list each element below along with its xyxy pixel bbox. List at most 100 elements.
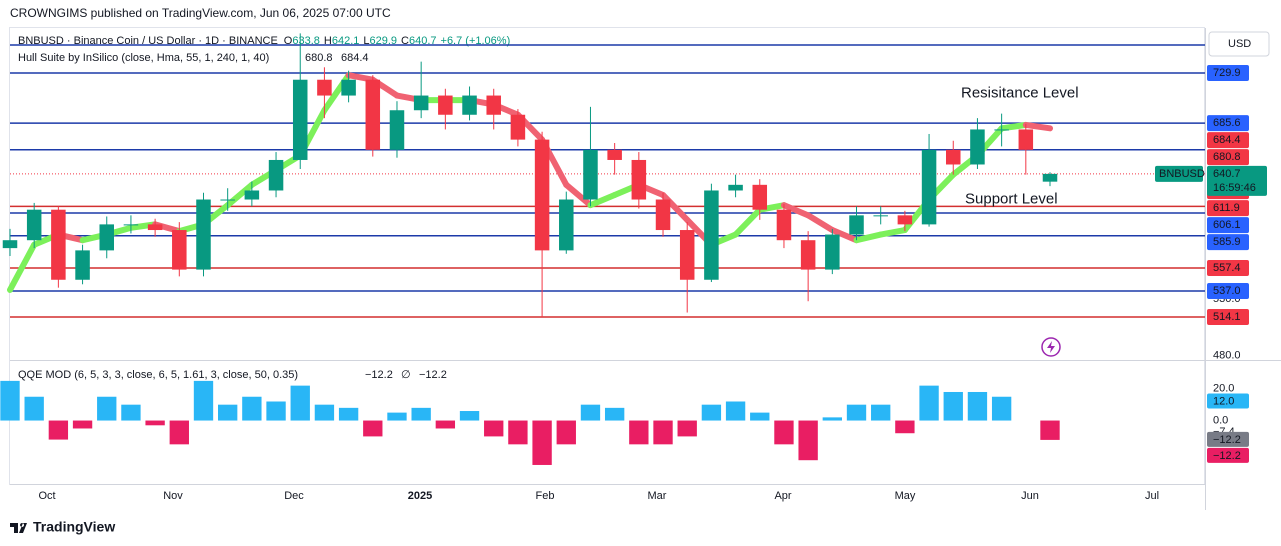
candle-body [873, 215, 888, 217]
currency-button[interactable] [1208, 31, 1270, 57]
price-tag [1207, 132, 1249, 149]
x-axis-label: Apr [774, 490, 791, 502]
last-price-name: BNBUSD [1159, 168, 1205, 180]
price-tag-label: 684.4 [1213, 134, 1241, 146]
qqe-legend-value: −12.2 [419, 369, 447, 381]
hull-segment [877, 227, 908, 238]
flash-icon[interactable] [1041, 337, 1061, 357]
qqe-tag [1207, 431, 1249, 447]
qqe-bar [774, 420, 794, 445]
price-tag-label: 680.8 [1213, 151, 1241, 163]
candle-body [752, 184, 768, 210]
candle-body [244, 190, 260, 200]
ohlc-value: 633.8 [292, 35, 320, 47]
candle-body [704, 190, 719, 280]
candle-body [438, 95, 453, 115]
price-tag-label: 557.4 [1213, 262, 1241, 274]
annotation: Resisitance Level [961, 84, 1079, 101]
qqe-bar [508, 420, 528, 445]
candle-body [486, 95, 501, 115]
candle-body [679, 230, 695, 280]
qqe-bar [242, 396, 262, 421]
ohlc-label: H [324, 35, 332, 47]
qqe-bar [363, 420, 383, 437]
hull-value: 680.8 [305, 52, 333, 64]
price-tag [1207, 308, 1249, 325]
qqe-bar [48, 420, 69, 440]
hull-legend: Hull Suite by InSilico (close, Hma, 55, … [18, 52, 269, 64]
x-axis-label: Jul [1145, 490, 1159, 502]
qqe-bar [290, 385, 310, 421]
qqe-bar [895, 420, 915, 434]
ohlc-label: O [284, 35, 293, 47]
candle-body [534, 139, 550, 251]
price-tag-label: 729.9 [1213, 67, 1241, 79]
candle-body [341, 79, 356, 96]
x-axis-label: Jun [1021, 490, 1039, 502]
candle-body [26, 209, 42, 241]
candle-body [607, 149, 622, 160]
price-tag-label: 514.1 [1213, 311, 1241, 323]
symbol: BNBUSD · Binance Coin / US Dollar · 1D ·… [18, 35, 278, 47]
ohlc-value: 640.7 [409, 35, 437, 47]
price-tag-label: 685.6 [1213, 117, 1241, 129]
x-axis-label: Feb [536, 490, 555, 502]
hull-segment [345, 72, 376, 83]
hull-segment [805, 212, 836, 234]
qqe-bar [169, 420, 189, 445]
hull-segment [563, 181, 594, 209]
ohlc-label: C [401, 35, 409, 47]
candle-body [970, 129, 985, 165]
qqe-bar [387, 412, 407, 421]
hull-segment [224, 181, 255, 209]
price-tag [1207, 200, 1249, 217]
price-tag-label: 606.1 [1213, 219, 1241, 231]
qqe-legend: QQE MOD (6, 5, 3, 3, close, 6, 5, 1.61, … [18, 369, 298, 381]
candle-body [292, 79, 308, 160]
hull-segment [660, 192, 691, 223]
qqe-bar [145, 420, 165, 426]
qqe-legend-value: ∅ [401, 369, 411, 381]
candle-body [462, 95, 477, 115]
qqe-bar [193, 380, 214, 421]
qqe-tick-label: 20.0 [1213, 383, 1234, 395]
candle-body [413, 95, 429, 111]
candle-body [946, 149, 961, 165]
price-tag [1207, 234, 1249, 251]
x-axis-label: Nov [163, 490, 183, 502]
candle-body [389, 110, 405, 150]
x-axis-label: Oct [38, 490, 55, 502]
change: +6.7 (+1.06%) [441, 35, 511, 47]
hull-segment [829, 227, 860, 244]
qqe-legend-value: −12.2 [365, 369, 393, 381]
candle-body [147, 224, 163, 231]
qqe-tick-label: 0.0 [1213, 414, 1228, 426]
qqe-bar [677, 420, 697, 437]
qqe-bar [919, 385, 939, 421]
ohlc-value: 642.1 [332, 35, 360, 47]
candle-body [51, 209, 66, 280]
candle-body [365, 79, 381, 150]
qqe-bar [338, 407, 359, 421]
currency[interactable]: USD [1228, 38, 1251, 50]
brand: TradingView [33, 519, 115, 535]
x-axis-label: 2025 [408, 490, 432, 502]
qqe-bar [604, 407, 625, 421]
qqe-tag-label: −12.2 [1213, 434, 1241, 446]
hull-segment [853, 231, 884, 244]
candle-body [559, 199, 574, 251]
qqe-bar [943, 391, 963, 421]
last-price-name-tag [1155, 165, 1203, 182]
logo [10, 523, 27, 533]
candle-body [220, 199, 235, 201]
hull-segment [780, 202, 812, 219]
last-price-tag [1207, 165, 1267, 196]
candle-body [631, 159, 647, 200]
candle-body [75, 250, 90, 280]
qqe-bar [846, 404, 867, 421]
qqe-bar [822, 417, 842, 421]
hull-segment [1022, 121, 1053, 132]
hull-segment [732, 206, 763, 238]
qqe-bar [532, 420, 552, 465]
qqe-bar [411, 407, 431, 421]
